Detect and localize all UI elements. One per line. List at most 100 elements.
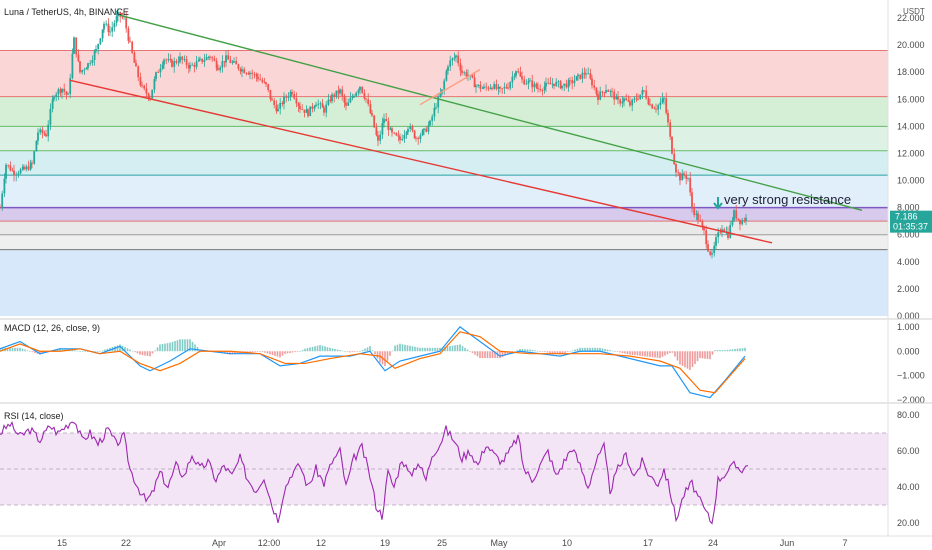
candle-body <box>325 104 328 113</box>
macd-pane[interactable]: 1.000 0.000 −1.000 −2.000 <box>0 322 925 405</box>
macd-histogram-bar <box>359 351 361 352</box>
candle-body <box>363 92 366 99</box>
macd-histogram-bar <box>734 348 736 352</box>
macd-histogram-bar <box>641 351 644 357</box>
symbol-title[interactable]: Luna / TetherUS, 4h, BINANCE <box>4 7 129 17</box>
price-pane[interactable]: 22.000 20.000 18.000 16.000 14.000 12.000 10.0… <box>0 8 932 321</box>
candle-body <box>489 87 492 89</box>
time-axis[interactable]: 15 22 Apr 12:00 12 19 25 May 10 17 24 Jun 7 <box>0 535 932 548</box>
candle-body <box>261 80 264 83</box>
candle-body <box>155 72 157 80</box>
candle-body <box>129 40 131 42</box>
macd-legend[interactable]: MACD (12, 26, close, 9) <box>4 323 100 333</box>
candle-body <box>543 86 546 91</box>
rsi-series-line <box>0 420 749 525</box>
macd-histogram-bar <box>271 351 274 356</box>
candle-body <box>21 166 24 170</box>
macd-histogram-bar <box>444 346 446 352</box>
macd-histogram-bar <box>196 346 199 352</box>
macd-histogram-bar <box>99 351 101 352</box>
macd-histogram-bar <box>189 339 191 352</box>
candle-body <box>559 81 562 89</box>
level-band <box>0 207 888 222</box>
macd-histogram-bar <box>416 347 419 352</box>
candle-body <box>69 78 72 94</box>
trendline <box>119 14 863 212</box>
candle-body <box>163 59 165 65</box>
candle-body <box>215 60 218 69</box>
candle-body <box>139 77 142 86</box>
macd-histogram-bar <box>229 351 231 355</box>
annotation-text[interactable]: very strong resistance <box>724 192 851 207</box>
macd-histogram-bar <box>236 351 239 354</box>
candle-body <box>745 217 747 222</box>
time-tick-label: Apr <box>212 538 226 548</box>
rsi-pane[interactable]: 80.00 60.00 40.00 20.00 <box>0 410 920 528</box>
macd-histogram-bar <box>521 349 524 352</box>
candle-body <box>187 65 190 69</box>
candle-body <box>655 108 657 110</box>
macd-histogram-bar <box>234 351 236 355</box>
candle-body <box>387 121 390 130</box>
candle-body <box>183 59 186 60</box>
macd-histogram-bar <box>489 351 491 359</box>
candle-body <box>115 16 118 24</box>
candle-body <box>0 207 1 209</box>
macd-histogram-bar <box>136 351 139 354</box>
candle-body <box>223 61 226 63</box>
candle-body <box>217 68 219 71</box>
candle-body <box>609 91 612 92</box>
macd-histogram-bar <box>334 348 336 352</box>
candle-body <box>647 98 650 105</box>
candle-body <box>251 72 254 74</box>
candle-body <box>305 109 308 113</box>
candle-body <box>125 16 128 29</box>
candle-body <box>685 175 688 179</box>
level-band <box>0 175 888 208</box>
macd-histogram-bar <box>524 349 526 352</box>
candle-body <box>109 31 111 33</box>
candle-body <box>717 232 720 238</box>
candle-body <box>283 96 285 104</box>
candle-body <box>673 153 676 165</box>
candle-body <box>59 89 62 93</box>
macd-histogram-bar <box>736 348 739 352</box>
candle-body <box>73 37 75 54</box>
macd-histogram-bar <box>481 351 484 359</box>
macd-histogram-bar <box>61 348 64 352</box>
macd-histogram-bar <box>366 347 369 352</box>
candle-body <box>311 106 314 109</box>
candle-body <box>147 93 150 98</box>
candle-body <box>569 80 571 82</box>
candle-body <box>95 49 97 52</box>
last-price-label: 7.186 <box>895 212 918 222</box>
macd-histogram-bar <box>664 351 666 356</box>
candle-body <box>185 59 188 66</box>
rsi-legend[interactable]: RSI (14, close) <box>4 411 64 421</box>
price-tick-label: 12.000 <box>897 148 925 158</box>
candle-body <box>437 96 440 108</box>
candle-body <box>315 104 317 107</box>
macd-histogram-bar <box>29 351 31 352</box>
macd-histogram-bar <box>614 351 616 352</box>
macd-histogram-bar <box>671 351 674 353</box>
macd-histogram-bar <box>599 347 601 352</box>
macd-histogram-bar <box>504 351 506 356</box>
candle-body <box>291 91 293 94</box>
candle-body <box>553 83 555 86</box>
candle-body <box>463 72 466 74</box>
macd-histogram-bar <box>356 351 359 352</box>
candle-body <box>47 124 50 137</box>
macd-histogram-bar <box>96 351 99 352</box>
candle-body <box>625 98 628 101</box>
candle-body <box>61 88 63 93</box>
macd-histogram-bar <box>341 350 344 352</box>
macd-histogram-bar <box>131 350 134 352</box>
candle-body <box>397 135 400 137</box>
macd-histogram-bar <box>701 351 704 359</box>
candle-body <box>259 79 262 81</box>
macd-histogram-bar <box>304 348 306 352</box>
macd-histogram-bar <box>699 351 701 359</box>
macd-histogram-bar <box>639 351 641 356</box>
